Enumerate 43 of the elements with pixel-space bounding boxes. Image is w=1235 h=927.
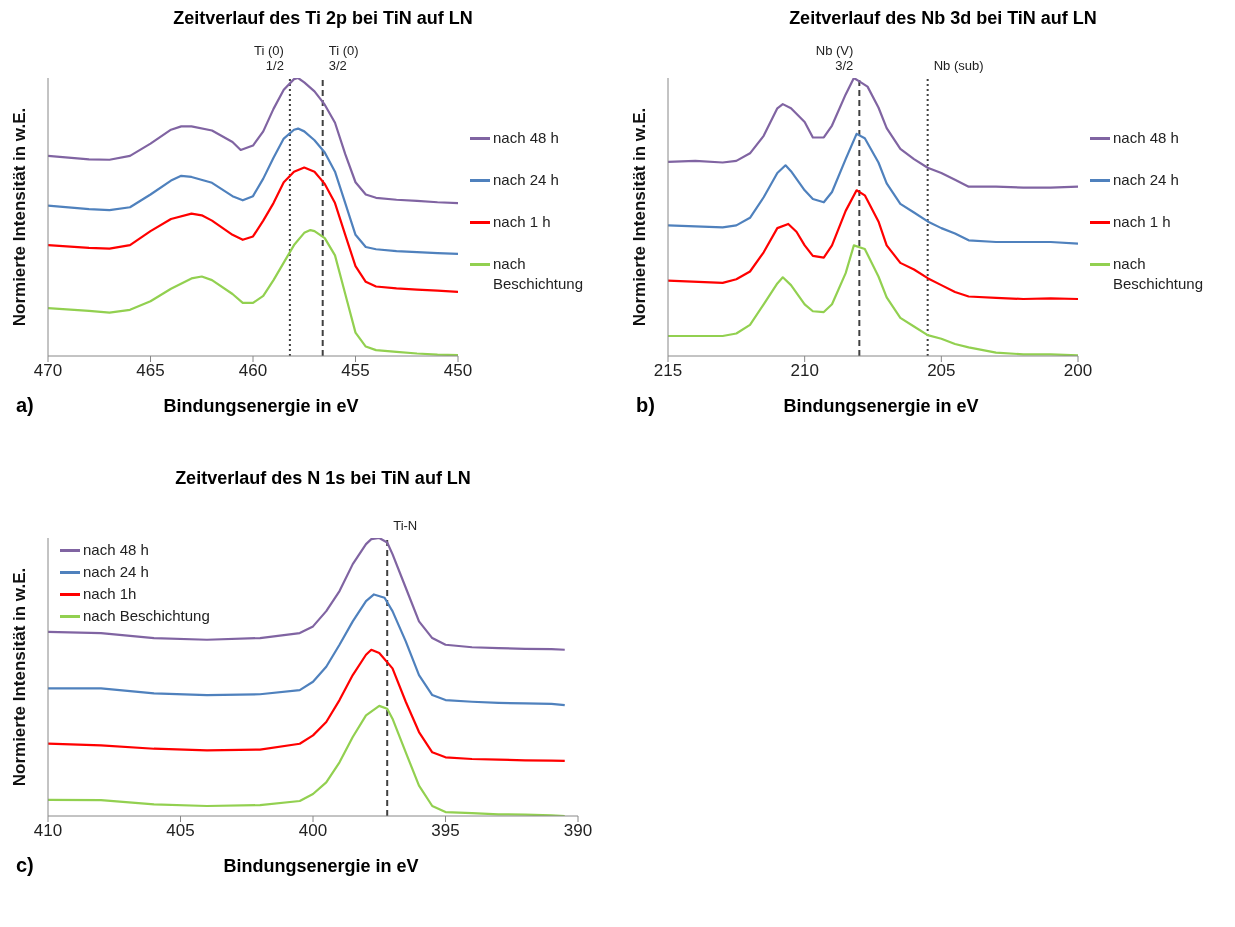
legend-label: nach 1 h: [493, 212, 551, 233]
x-axis-title: Bindungsenergie in eV: [782, 396, 980, 417]
legend-label: nach 24 h: [83, 562, 149, 582]
x-tick-label: 465: [136, 361, 165, 381]
legend-label: nach Beschichtung: [83, 606, 210, 626]
x-tick-label: 215: [653, 361, 683, 381]
x-tick-label: 470: [33, 361, 63, 381]
y-axis-title: Normierte Intensität in w.E.: [630, 107, 650, 327]
x-tick-label: 410: [33, 821, 63, 841]
x-tick-label: 455: [341, 361, 370, 381]
text: a): [15, 394, 35, 417]
chart-title: Zeitverlauf des N 1s bei TiN auf LN: [174, 468, 472, 490]
y-axis-title: Normierte Intensität in w.E.: [10, 107, 30, 327]
x-tick-label: 200: [1063, 361, 1093, 381]
ref-line-label: Ti-N: [393, 518, 418, 533]
x-tick-label: 460: [238, 361, 268, 381]
legend-label: nach 24 h: [1113, 170, 1179, 191]
legend-label: nach 48 h: [83, 540, 149, 560]
x-tick-label: 210: [790, 361, 819, 381]
x-tick-label: 450: [443, 361, 473, 381]
chart-title: Zeitverlauf des Ti 2p bei TiN auf LN: [172, 8, 474, 30]
x-tick-label: 405: [166, 821, 195, 841]
legend-label: nach 24 h: [493, 170, 559, 191]
x-tick-label: 390: [563, 821, 593, 841]
chart-title: Zeitverlauf des Nb 3d bei TiN auf LN: [788, 8, 1098, 30]
y-axis-title: Normierte Intensität in w.E.: [10, 567, 30, 787]
x-tick-label: 395: [431, 821, 460, 841]
x-tick-label: 400: [298, 821, 328, 841]
ref-line-label: Nb (sub): [933, 58, 984, 73]
x-axis-title: Bindungsenergie in eV: [222, 856, 420, 877]
legend-label: nach 1 h: [1113, 212, 1171, 233]
x-axis-title: Bindungsenergie in eV: [162, 396, 360, 417]
legend-label: nach Beschichtung: [1113, 254, 1204, 295]
ref-line-label: Nb (V) 3/2: [815, 43, 854, 73]
legend-label: nach Beschichtung: [493, 254, 584, 295]
legend-label: nach 1h: [83, 584, 137, 604]
legend-label: nach 48 h: [493, 128, 559, 149]
legend-label: nach 48 h: [1113, 128, 1179, 149]
ref-line-label: Ti (0) 1/2: [254, 43, 284, 73]
text: b): [635, 394, 656, 417]
x-tick-label: 205: [927, 361, 956, 381]
ref-line-label: Ti (0) 3/2: [328, 43, 359, 73]
text: c): [15, 854, 35, 877]
